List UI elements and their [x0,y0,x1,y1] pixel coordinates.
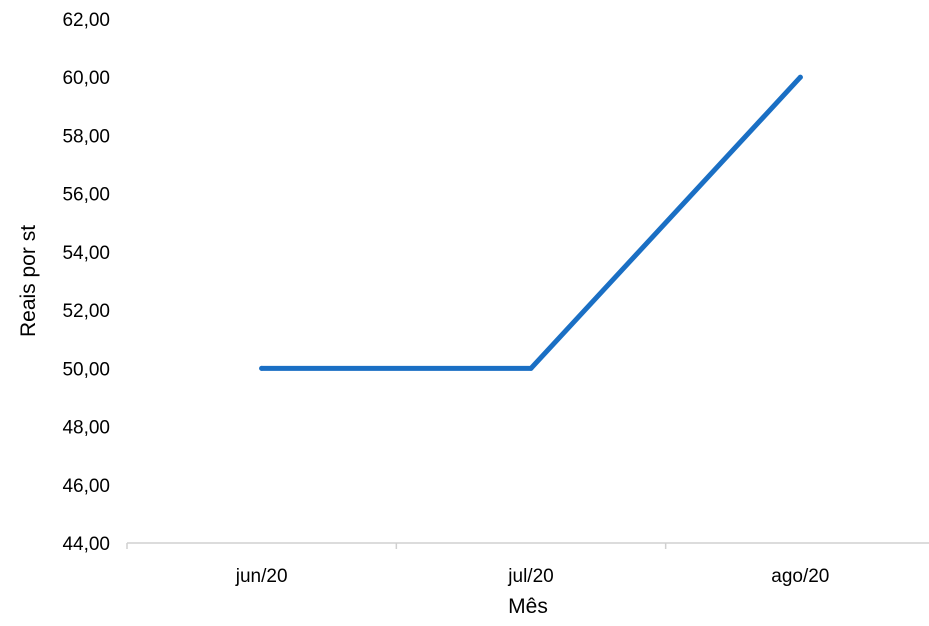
y-tick-label: 44,00 [62,534,110,555]
series-layer [259,74,803,371]
y-tick-label: 54,00 [62,243,110,264]
y-axis-ticks: 44,00 46,00 48,00 50,00 52,00 54,00 56,00 58,00… [62,10,110,555]
y-tick-label: 56,00 [62,185,110,206]
y-tick-label: 58,00 [62,126,110,147]
data-point [797,74,803,80]
data-point [259,365,265,371]
x-tick-label: jun/20 [235,566,288,587]
y-tick-label: 46,00 [62,476,110,497]
y-tick-label: 52,00 [62,301,110,322]
y-tick-label: 62,00 [62,10,110,31]
x-axis: jun/20 jul/20 ago/20 [126,542,929,587]
y-tick-label: 48,00 [62,418,110,439]
y-tick-label: 50,00 [62,359,110,380]
x-tick-label: ago/20 [771,566,829,587]
x-tick-label: jul/20 [507,566,553,587]
data-point [528,365,534,371]
y-axis-title: Reais por st [17,225,40,337]
y-tick-label: 60,00 [62,68,110,89]
x-axis-title: Mês [508,595,548,618]
series-line [259,74,803,371]
